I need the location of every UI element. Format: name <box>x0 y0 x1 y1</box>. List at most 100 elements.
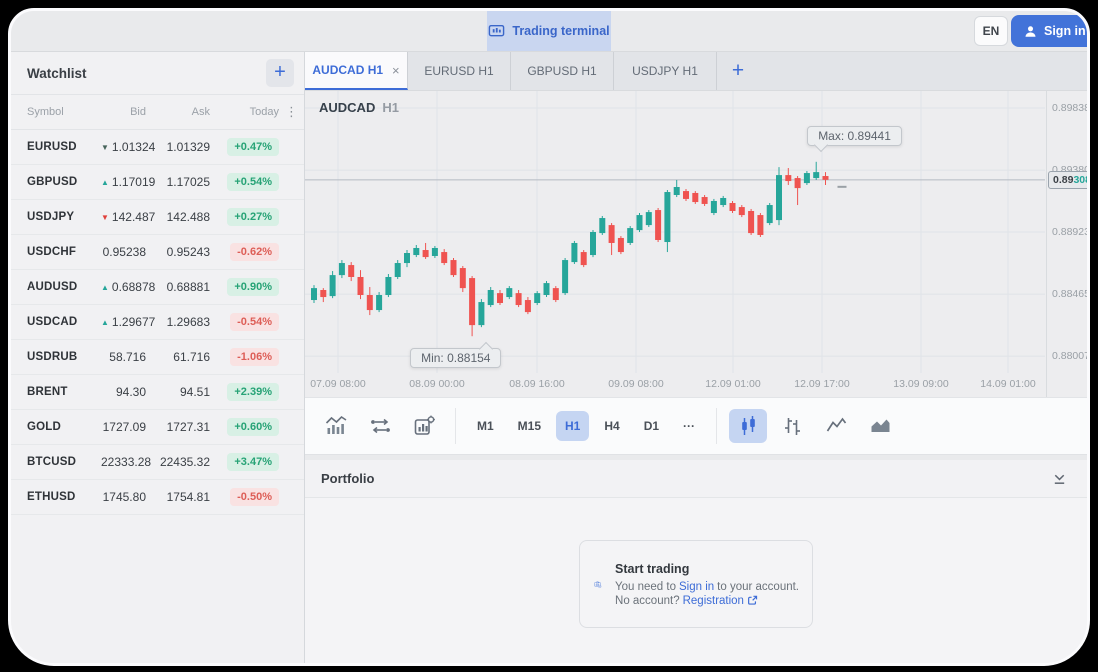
toolbar-tools-group <box>317 409 443 443</box>
min-price-label: Min: 0.88154 <box>421 351 491 366</box>
watchlist-row[interactable]: GOLD 1727.09 1727.31 +0.60% <box>11 410 304 445</box>
tab-trading-terminal[interactable]: Trading terminal <box>487 11 611 51</box>
indicators-button[interactable] <box>317 409 355 443</box>
watchlist-header: Watchlist + <box>11 52 304 95</box>
bid-value: ▲ 0.68878 <box>101 280 156 294</box>
price-axis[interactable]: 0.898380.893800.889230.884650.880070.893… <box>1046 91 1087 397</box>
bid-value: ▲ 1.17019 <box>101 175 156 189</box>
change-badge: +0.60% <box>227 418 279 436</box>
watchlist-title: Watchlist <box>27 65 87 81</box>
symbol-label: ETHUSD <box>27 491 76 503</box>
timeframe-button-d1[interactable]: D1 <box>643 419 660 433</box>
watchlist-rows: EURUSD ▼ 1.01324 1.01329 +0.47% GBPUSD ▲ 1.1701… <box>11 130 304 515</box>
start-trading-line1: You need to Sign in to your account. <box>615 580 799 593</box>
chart-toolbar: M1 M15 H1 H4 D1 ··· <box>305 397 1087 454</box>
add-symbol-button[interactable]: + <box>266 59 294 87</box>
compare-button[interactable] <box>361 409 399 443</box>
current-price-frac: 308 <box>1073 173 1090 186</box>
ask-value: 1727.31 <box>166 420 210 434</box>
timeframe-button-m15[interactable]: M15 <box>517 419 542 433</box>
bid-value: 22333.28 <box>101 455 152 469</box>
symbol-label: USDJPY <box>27 211 75 223</box>
chart-tab[interactable]: EURUSD H1 <box>408 52 511 90</box>
registration-link[interactable]: Registration <box>682 594 744 607</box>
start-trading-title: Start trading <box>615 561 690 576</box>
chart-tab[interactable]: GBPUSD H1 <box>511 52 614 90</box>
ask-value: 1.17025 <box>166 175 210 189</box>
chart-tab[interactable]: AUDCAD H1 × <box>305 52 408 90</box>
bid-value: 1745.80 <box>102 490 146 504</box>
watchlist-row[interactable]: USDCHF 0.95238 0.95243 -0.62% <box>11 235 304 270</box>
more-timeframes-button[interactable]: ··· <box>683 419 696 433</box>
candles-button[interactable] <box>729 409 768 443</box>
symbol-label: AUDUSD <box>27 281 78 293</box>
line-chart-button[interactable] <box>817 409 855 443</box>
timeframe-button-h1[interactable]: H1 <box>556 411 590 441</box>
timeframe-button-m1[interactable]: M1 <box>477 419 494 433</box>
price-axis-label: 0.88923 <box>1052 225 1090 238</box>
column-ask: Ask <box>191 106 210 118</box>
watchlist-row[interactable]: GBPUSD ▲ 1.17019 1.17025 +0.54% <box>11 165 304 200</box>
chart-region[interactable]: AUDCAD H1 07.09 08:00 08.09 00:00 08.09 16:… <box>305 91 1087 397</box>
symbol-label: GBPUSD <box>27 176 78 188</box>
watchlist-row[interactable]: AUDUSD ▲ 0.68878 0.68881 +0.90% <box>11 270 304 305</box>
watchlist-row[interactable]: ETHUSD 1745.80 1754.81 -0.50% <box>11 480 304 515</box>
chart-panel: AUDCAD H1 × EURUSD H1 GBPUSD H1 USDJPY H1 + A… <box>305 52 1087 663</box>
change-badge: -1.06% <box>230 348 279 366</box>
change-badge: -0.62% <box>230 243 279 261</box>
watchlist-row[interactable]: USDCAD ▲ 1.29677 1.29683 -0.54% <box>11 305 304 340</box>
main-area: Watchlist + Symbol Bid Ask Today ⋮ EURUS… <box>11 52 1087 663</box>
time-axis-label: 09.09 08:00 <box>608 378 664 390</box>
ask-value: 94.51 <box>179 385 210 399</box>
trend-up-icon: ▲ <box>101 178 109 187</box>
ask-value: 0.68881 <box>166 280 210 294</box>
sign-in-link[interactable]: Sign in <box>679 580 715 593</box>
area-chart-button[interactable] <box>861 409 899 443</box>
ask-value: 1.01329 <box>166 140 210 154</box>
today-cell: -1.06% <box>210 348 279 366</box>
timeframe-button-h4[interactable]: H4 <box>604 419 620 433</box>
toolbar-chart-types-group <box>729 409 899 443</box>
trend-up-icon: ▲ <box>101 318 109 327</box>
change-badge: +3.47% <box>227 453 279 471</box>
area-chart-icon <box>871 419 890 432</box>
watchlist-menu-icon[interactable]: ⋮ <box>285 104 298 119</box>
external-link-icon[interactable] <box>747 595 758 606</box>
chart-tab[interactable]: USDJPY H1 <box>614 52 717 90</box>
watchlist-row[interactable]: USDJPY ▼ 142.487 142.488 +0.27% <box>11 200 304 235</box>
time-axis-label: 14.09 01:00 <box>980 378 1036 390</box>
min-price-tooltip: Min: 0.88154 <box>410 342 502 369</box>
watchlist-row[interactable]: USDRUB 58.716 61.716 -1.06% <box>11 340 304 375</box>
candlestick-chart[interactable] <box>305 91 1045 373</box>
indicators-icon <box>325 415 346 434</box>
watchlist-row[interactable]: BTCUSD 22333.28 22435.32 +3.47% <box>11 445 304 480</box>
chart-settings-icon <box>414 415 435 435</box>
bid-value: ▼ 1.01324 <box>101 140 156 154</box>
compare-icon <box>370 418 390 434</box>
trend-up-icon: ▲ <box>101 283 109 292</box>
new-chart-tab-button[interactable]: + <box>731 59 745 82</box>
bid-value: 94.30 <box>115 385 146 399</box>
today-cell: +3.47% <box>210 453 279 471</box>
chart-tab-label: USDJPY H1 <box>632 64 698 78</box>
watchlist-column-headers: Symbol Bid Ask Today ⋮ <box>11 95 304 130</box>
sign-in-button[interactable]: Sign in <box>1011 15 1087 47</box>
chart-tab-label: EURUSD H1 <box>424 64 494 78</box>
chart-tab-label: GBPUSD H1 <box>527 64 597 78</box>
bars-button[interactable] <box>773 409 811 443</box>
close-tab-icon[interactable]: × <box>392 62 400 78</box>
watchlist-row[interactable]: EURUSD ▼ 1.01324 1.01329 +0.47% <box>11 130 304 165</box>
bid-value: ▲ 1.29677 <box>101 315 156 329</box>
today-cell: +2.39% <box>210 383 279 401</box>
collapse-portfolio-button[interactable] <box>1049 469 1069 489</box>
watchlist-row[interactable]: BRENT 94.30 94.51 +2.39% <box>11 375 304 410</box>
change-badge: +0.90% <box>227 278 279 296</box>
language-button[interactable]: EN <box>974 16 1008 46</box>
price-axis-label: 0.89838 <box>1052 102 1090 114</box>
chart-symbol: AUDCAD <box>319 100 376 115</box>
today-cell: -0.50% <box>210 488 279 506</box>
portfolio-header[interactable]: Portfolio <box>305 460 1087 498</box>
symbol-label: GOLD <box>27 421 62 433</box>
current-price-int: 0.89 <box>1053 173 1074 186</box>
chart-settings-button[interactable] <box>405 409 443 443</box>
